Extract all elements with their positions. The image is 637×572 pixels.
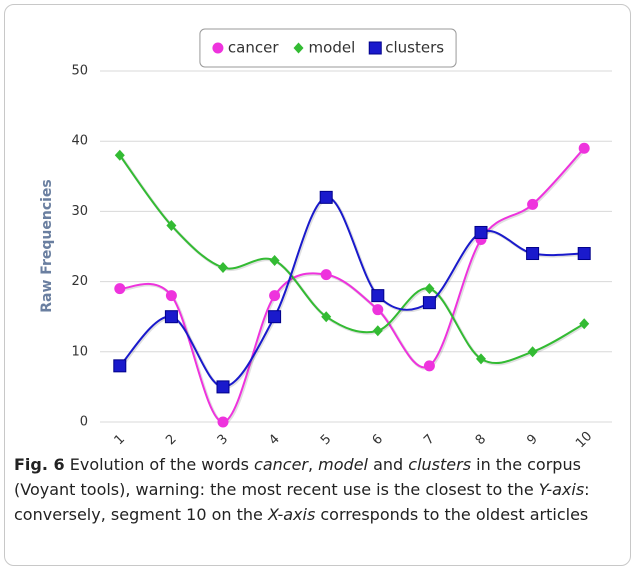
series-line bbox=[119, 196, 585, 388]
marker bbox=[527, 198, 539, 210]
marker bbox=[474, 225, 488, 239]
x-tick-label: 1 bbox=[112, 432, 128, 448]
marker bbox=[372, 304, 384, 316]
marker bbox=[372, 325, 383, 337]
caption-text: Y-axis bbox=[538, 480, 585, 499]
marker bbox=[216, 380, 230, 394]
marker bbox=[114, 149, 125, 161]
marker bbox=[217, 416, 229, 428]
caption-text: , bbox=[308, 455, 319, 474]
marker bbox=[422, 296, 436, 310]
caption: Fig. 6 Evolution of the words cancer, mo… bbox=[14, 452, 626, 527]
marker bbox=[321, 311, 332, 323]
marker bbox=[526, 247, 540, 261]
marker bbox=[212, 42, 224, 54]
y-tick-label: 0 bbox=[80, 415, 88, 430]
caption-text: Evolution of the words bbox=[64, 455, 255, 474]
caption-text: model bbox=[318, 455, 368, 474]
legend-item: clusters bbox=[368, 39, 444, 57]
caption-text: : conversely, segment 10 on the bbox=[14, 480, 590, 524]
marker bbox=[269, 255, 280, 267]
legend-label: clusters bbox=[385, 39, 444, 57]
marker bbox=[114, 283, 126, 295]
x-tick-label: 10 bbox=[573, 429, 595, 450]
marker bbox=[424, 283, 435, 295]
y-tick-label: 20 bbox=[71, 274, 88, 289]
series-line bbox=[118, 154, 585, 364]
marker bbox=[476, 353, 486, 365]
y-axis-label: Raw Frequencies bbox=[39, 179, 55, 312]
chart: Raw Frequencies 0 10 20 30 40 50 1 2 3 4 5 6 7 8 9 10 ca… bbox=[39, 28, 612, 450]
legend: cancer model clusters bbox=[199, 28, 457, 68]
figure-frame bbox=[4, 4, 631, 566]
marker bbox=[166, 219, 177, 231]
x-tick-label: 2 bbox=[163, 432, 179, 448]
x-tick-label: 5 bbox=[318, 432, 334, 448]
marker bbox=[368, 41, 382, 55]
marker bbox=[579, 318, 590, 330]
y-tick-label: 30 bbox=[71, 204, 88, 219]
legend-box bbox=[199, 28, 457, 68]
caption-label: Fig. 6 bbox=[14, 455, 65, 474]
caption-text: X-axis bbox=[267, 505, 316, 524]
marker bbox=[578, 142, 590, 154]
marker bbox=[268, 310, 282, 324]
marker bbox=[423, 360, 435, 372]
y-tick-label: 50 bbox=[71, 64, 88, 79]
legend-label: model bbox=[309, 39, 356, 57]
marker bbox=[320, 269, 332, 281]
x-tick-label: 3 bbox=[215, 432, 231, 448]
marker bbox=[269, 290, 281, 302]
legend-item: model bbox=[293, 39, 356, 57]
y-tick-label: 10 bbox=[71, 344, 88, 359]
marker bbox=[577, 247, 591, 261]
marker bbox=[113, 359, 127, 373]
x-tick-label: 9 bbox=[524, 432, 540, 448]
marker bbox=[319, 190, 333, 204]
marker bbox=[218, 262, 228, 274]
marker bbox=[165, 290, 177, 302]
line-shadow bbox=[120, 148, 587, 425]
marker bbox=[371, 289, 385, 303]
caption-text: and bbox=[368, 455, 409, 474]
marker bbox=[164, 310, 178, 324]
y-tick-label: 40 bbox=[71, 134, 88, 149]
caption-text: corresponds to the oldest articles bbox=[315, 505, 589, 524]
caption-text: clusters bbox=[408, 455, 472, 474]
series-line bbox=[119, 147, 585, 424]
legend-item: cancer bbox=[212, 39, 279, 57]
caption-text: cancer bbox=[254, 455, 308, 474]
line-shadow bbox=[119, 155, 586, 366]
caption-text: in the corpus (Voyant tools), warning: t… bbox=[14, 455, 581, 499]
x-tick-label: 7 bbox=[421, 432, 437, 448]
marker bbox=[293, 42, 304, 54]
marker bbox=[527, 346, 538, 358]
x-tick-label: 6 bbox=[370, 432, 386, 448]
x-tick-label: 8 bbox=[473, 432, 489, 448]
legend-label: cancer bbox=[228, 39, 279, 57]
x-tick-label: 4 bbox=[266, 432, 282, 448]
